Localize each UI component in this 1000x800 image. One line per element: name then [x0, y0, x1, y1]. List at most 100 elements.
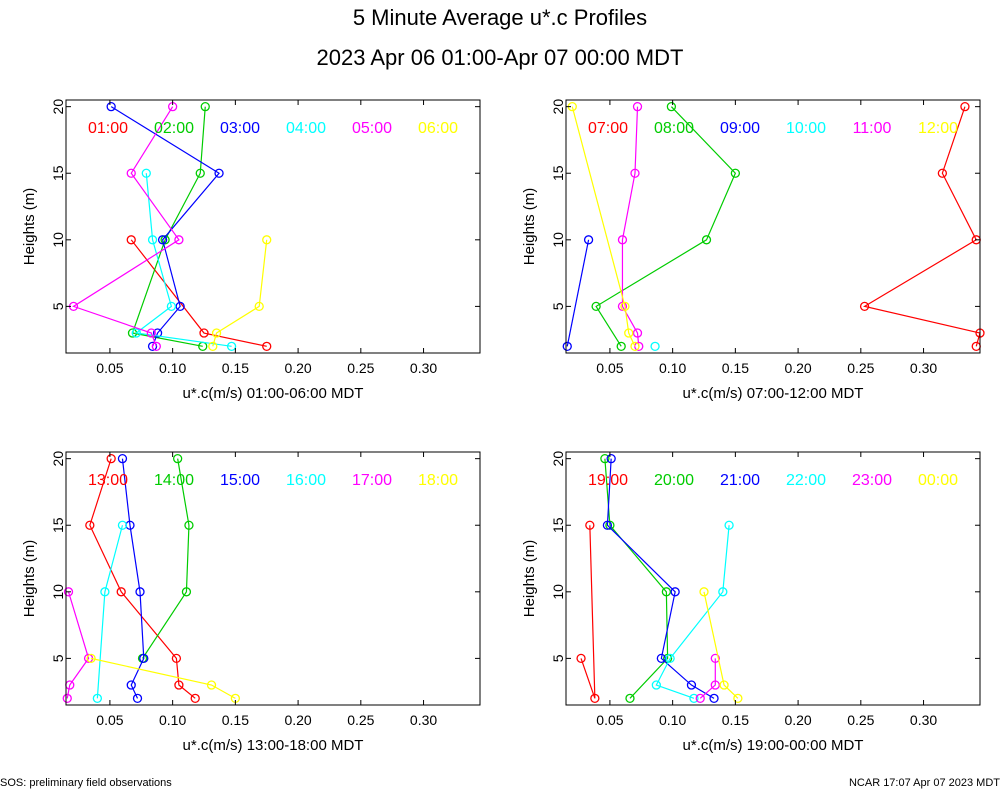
legend-label: 10:00 — [786, 120, 826, 137]
legend-label: 16:00 — [286, 472, 326, 489]
footer-source: SOS: preliminary field observations — [0, 777, 172, 789]
data-point — [661, 587, 672, 597]
data-point — [583, 235, 594, 245]
data-point — [214, 168, 224, 178]
data-point — [600, 454, 610, 464]
legend-label: 11:00 — [853, 120, 892, 137]
data-point — [591, 301, 601, 312]
data-point — [262, 235, 272, 245]
data-point — [701, 235, 712, 245]
data-point — [262, 341, 272, 351]
series-line-1200 — [571, 106, 636, 347]
legend-label: 03:00 — [220, 120, 260, 137]
data-point — [718, 587, 728, 597]
y-tick-label: 5 — [50, 654, 66, 662]
panel-2 — [562, 99, 985, 354]
data-point — [254, 301, 264, 312]
legend-label: 20:00 — [654, 472, 694, 489]
legend-label: 21:00 — [720, 472, 760, 489]
series-line-1500 — [121, 458, 145, 699]
data-point — [157, 235, 168, 245]
x-axis-label: u*.c(m/s) 01:00-06:00 MDT — [183, 385, 364, 402]
y-tick-label: 10 — [550, 584, 566, 600]
data-point — [151, 341, 161, 351]
x-tick-label: 0.20 — [284, 360, 311, 376]
legend-label: 13:00 — [88, 472, 128, 489]
y-tick-label: 15 — [550, 517, 566, 533]
series-line-0600 — [212, 239, 268, 347]
x-axis-label: u*.c(m/s) 19:00-00:00 MDT — [683, 737, 864, 754]
data-point — [937, 168, 948, 178]
series-line-0000 — [703, 591, 739, 699]
x-tick-label: 0.10 — [659, 360, 686, 376]
data-point — [665, 653, 675, 664]
data-point — [106, 454, 116, 464]
data-point — [195, 168, 205, 178]
data-point — [617, 301, 628, 312]
y-axis-label: Heights (m) — [521, 540, 538, 618]
data-point — [171, 653, 182, 664]
data-point — [63, 587, 74, 597]
y-tick-label: 20 — [50, 99, 66, 115]
x-tick-label: 0.15 — [722, 360, 749, 376]
x-tick-label: 0.30 — [410, 712, 437, 728]
x-tick-label: 0.05 — [96, 712, 123, 728]
x-tick-label: 0.30 — [910, 712, 937, 728]
data-point — [576, 653, 586, 664]
chart-title: 5 Minute Average u*.c Profiles — [352, 5, 648, 30]
y-tick-label: 10 — [550, 232, 566, 248]
series-line-0900 — [566, 239, 590, 347]
legend-label: 04:00 — [286, 120, 326, 137]
y-tick-label: 20 — [550, 451, 566, 467]
data-point — [859, 301, 870, 312]
x-axis-label: u*.c(m/s) 07:00-12:00 MDT — [683, 385, 864, 402]
series-line-2300 — [699, 658, 716, 699]
data-point — [710, 680, 720, 690]
data-point — [617, 235, 628, 245]
data-point — [656, 653, 666, 664]
chart-subtitle: 2023 Apr 06 01:00-Apr 07 00:00 MDT — [316, 45, 684, 70]
data-point — [126, 235, 136, 245]
data-point — [699, 587, 709, 597]
data-point — [666, 102, 677, 112]
y-axis-label: Heights (m) — [21, 540, 38, 618]
data-point — [116, 587, 126, 597]
x-tick-label: 0.15 — [222, 712, 249, 728]
x-tick-label: 0.10 — [659, 712, 686, 728]
legend-label: 17:00 — [352, 472, 392, 489]
data-point — [184, 520, 194, 530]
series-line-2000 — [604, 458, 669, 699]
data-point — [92, 693, 103, 703]
y-tick-label: 5 — [550, 302, 566, 310]
data-point — [175, 301, 185, 312]
legend-label: 00:00 — [918, 472, 958, 489]
legend-label: 14:00 — [154, 472, 194, 489]
data-point — [160, 235, 170, 245]
panel-3 — [62, 451, 481, 706]
x-tick-label: 0.10 — [159, 360, 186, 376]
data-point — [695, 693, 705, 703]
data-point — [620, 301, 630, 312]
data-point — [709, 693, 719, 703]
x-tick-label: 0.15 — [222, 360, 249, 376]
legend-label: 07:00 — [588, 120, 628, 137]
y-tick-label: 15 — [50, 517, 66, 533]
y-tick-label: 10 — [50, 584, 66, 600]
plot-frame — [65, 99, 481, 354]
legend-label: 18:00 — [418, 472, 458, 489]
data-point — [199, 328, 209, 338]
y-tick-label: 5 — [50, 302, 66, 310]
data-point — [117, 520, 128, 530]
series-line-1100 — [621, 106, 640, 347]
data-point — [616, 341, 626, 351]
data-point — [208, 341, 218, 351]
series-line-1300 — [89, 458, 196, 699]
data-point — [131, 328, 141, 338]
data-point — [650, 341, 660, 351]
panel-1 — [65, 99, 481, 354]
series-line-2200 — [655, 525, 730, 699]
data-point — [710, 653, 720, 664]
y-tick-label: 15 — [550, 165, 566, 181]
data-point — [624, 328, 634, 338]
